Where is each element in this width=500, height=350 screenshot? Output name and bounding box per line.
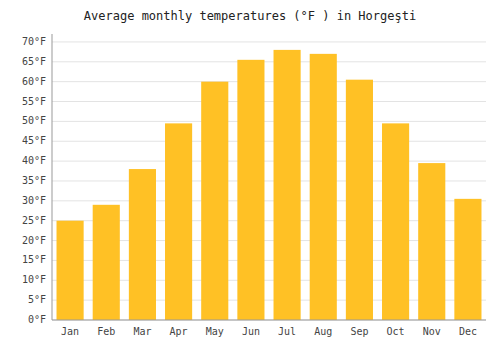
y-tick-label: 0°F (28, 314, 46, 325)
x-tick-label: Aug (314, 326, 332, 337)
y-tick-label: 65°F (22, 56, 46, 67)
x-tick-label: Apr (170, 326, 188, 337)
bar (274, 50, 301, 320)
grid-line (52, 320, 486, 321)
grid-line (52, 101, 486, 102)
y-tick-label: 35°F (22, 175, 46, 186)
x-tick-label: Jul (278, 326, 296, 337)
bar (129, 169, 156, 320)
y-tick-label: 55°F (22, 96, 46, 107)
chart: 0°F 5°F 10°F 15°F 20°F 25°F 30°F 35°F 40°F 45°F 50… (0, 0, 500, 350)
y-tick-label: 20°F (22, 235, 46, 246)
x-tick-label: Dec (459, 326, 477, 337)
y-axis-line (52, 34, 53, 320)
grid-line (52, 41, 486, 42)
bar (165, 123, 192, 320)
grid-line (52, 81, 486, 82)
y-tick-label: 45°F (22, 135, 46, 146)
bar (310, 54, 337, 320)
y-tick-label: 50°F (22, 115, 46, 126)
grid-line (52, 61, 486, 62)
y-tick-label: 15°F (22, 254, 46, 265)
bar (237, 60, 264, 320)
grid (52, 42, 486, 320)
x-tick-label: Mar (133, 326, 151, 337)
bar (454, 199, 481, 320)
bar (57, 221, 84, 320)
x-tick-label: Jun (242, 326, 260, 337)
x-axis-line (52, 320, 486, 321)
bar (418, 163, 445, 320)
y-tick-label: 30°F (22, 195, 46, 206)
y-tick-label: 40°F (22, 155, 46, 166)
x-tick-label: Oct (387, 326, 405, 337)
bars (57, 50, 482, 320)
grid-line (52, 121, 486, 122)
y-tick-label: 25°F (22, 215, 46, 226)
title: Average monthly temperatures (°F ) in Ho… (84, 9, 416, 23)
y-tick-label: 10°F (22, 274, 46, 285)
y-ticks: 0°F 5°F 10°F 15°F 20°F 25°F 30°F 35°F 40°F 45°F 50… (22, 36, 46, 325)
chart-container: 0°F 5°F 10°F 15°F 20°F 25°F 30°F 35°F 40°F 45°F 50… (0, 0, 500, 350)
x-tick-label: Jan (61, 326, 79, 337)
x-tick-label: Feb (97, 326, 115, 337)
y-tick-label: 60°F (22, 76, 46, 87)
bar (201, 82, 228, 320)
x-ticks: Jan Feb Mar Apr May Jun Jul Aug Sep Oct Nov Dec (61, 326, 477, 337)
x-tick-label: Sep (350, 326, 368, 337)
x-tick-label: Nov (423, 326, 441, 337)
y-tick-label: 5°F (28, 294, 46, 305)
bar (346, 80, 373, 320)
grid-line (52, 141, 486, 142)
grid-line (52, 161, 486, 162)
y-tick-label: 70°F (22, 36, 46, 47)
bar (382, 123, 409, 320)
x-tick-label: May (206, 326, 224, 337)
bar (93, 205, 120, 320)
